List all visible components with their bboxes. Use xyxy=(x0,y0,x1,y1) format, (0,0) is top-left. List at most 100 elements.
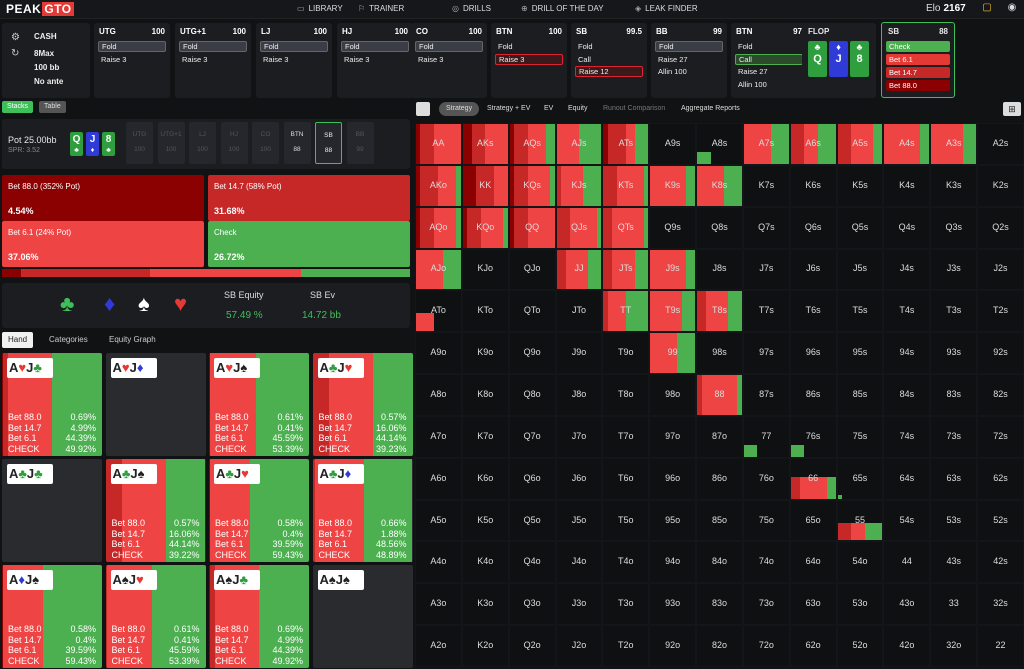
user-icon[interactable]: ◉ xyxy=(1007,2,1017,13)
range-cell[interactable]: T7o xyxy=(602,415,650,458)
range-cell[interactable]: 44 xyxy=(883,541,931,584)
range-cell[interactable]: A4o xyxy=(415,541,462,584)
range-cell[interactable]: Q5o xyxy=(508,499,556,542)
range-cell[interactable]: 54o xyxy=(836,541,884,584)
range-cell[interactable]: K6o xyxy=(461,457,509,500)
range-cell[interactable]: T6o xyxy=(602,457,650,500)
range-cell[interactable]: T4o xyxy=(602,541,650,584)
range-cell[interactable]: 53s xyxy=(930,499,978,542)
range-cell[interactable]: QTs xyxy=(602,206,650,249)
range-cell[interactable]: 65s xyxy=(836,457,884,500)
tab-equity-graph[interactable]: Equity Graph xyxy=(109,335,156,344)
range-cell[interactable]: AQs xyxy=(508,123,556,165)
range-cell[interactable]: 96s xyxy=(789,332,837,375)
range-cell[interactable]: A2o xyxy=(415,625,462,667)
range-cell[interactable]: K3s xyxy=(930,164,978,207)
range-cell[interactable]: 63s xyxy=(930,457,978,500)
range-cell[interactable]: JTo xyxy=(555,290,603,333)
range-cell[interactable]: 83s xyxy=(930,374,978,416)
hand-combo[interactable]: A♥J♣ Bet 88.0 0.69% Bet 14.7 4.99% Bet 6.1 44.… xyxy=(2,353,102,456)
range-cell[interactable]: 55 xyxy=(836,499,884,542)
action-item[interactable]: Raise 3 xyxy=(418,54,444,64)
tab-categories[interactable]: Categories xyxy=(49,335,88,344)
gamepad-icon[interactable]: ⊞ xyxy=(1003,102,1021,116)
range-cell[interactable]: 42s xyxy=(977,541,1024,584)
strategy-bet-6-1[interactable]: Bet 6.1 (24% Pot) 37.06% xyxy=(2,221,204,267)
action-item[interactable]: Raise 27 xyxy=(658,54,688,64)
position-utg-plus-1[interactable]: 100 UTG+1 Fold Raise 3 xyxy=(175,23,251,98)
range-cell[interactable]: A2s xyxy=(977,123,1024,165)
range-cell[interactable]: Q6s xyxy=(789,206,837,249)
refresh-icon[interactable]: ↻ xyxy=(11,48,20,59)
range-cell[interactable]: TT xyxy=(602,290,650,333)
action-item[interactable]: Raise 3 xyxy=(344,54,370,64)
layout-icon[interactable] xyxy=(416,102,430,116)
range-cell[interactable]: J8o xyxy=(555,374,603,416)
range-cell[interactable]: A8o xyxy=(415,374,462,416)
range-cell[interactable]: A5s xyxy=(836,123,884,165)
tab-equity[interactable]: Equity xyxy=(568,105,588,112)
hand-combo[interactable]: A♣J♥ Bet 88.0 0.57% Bet 14.7 16.06% Bet 6.1 44… xyxy=(312,353,413,456)
range-cell[interactable]: K8s xyxy=(696,164,743,207)
range-cell[interactable]: 54s xyxy=(883,499,931,542)
range-cell[interactable]: T5o xyxy=(602,499,650,542)
range-cell[interactable]: A4s xyxy=(883,123,931,165)
range-cell[interactable]: T8s xyxy=(696,290,743,333)
range-cell[interactable]: 75o xyxy=(742,499,790,542)
range-cell[interactable]: 64s xyxy=(883,457,931,500)
range-cell[interactable]: 82s xyxy=(977,374,1024,416)
range-cell[interactable]: 94s xyxy=(883,332,931,375)
action-item[interactable]: Call xyxy=(578,54,591,64)
range-cell[interactable]: 74o xyxy=(742,541,790,584)
active-position-sb[interactable]: SB 88 Check Bet 6.1 Bet 14.7 Bet 88.0 xyxy=(881,22,955,98)
range-cell[interactable]: AA xyxy=(415,123,462,165)
club-icon[interactable]: ♣ xyxy=(60,291,75,316)
range-cell[interactable]: 83o xyxy=(696,583,743,626)
seat-hj[interactable]: HJ 100 xyxy=(220,122,248,164)
range-cell[interactable]: 43o xyxy=(883,583,931,626)
nav-drills[interactable]: ◎ DRILLS xyxy=(452,4,491,13)
range-cell[interactable]: K4o xyxy=(461,541,509,584)
hand-combo[interactable]: A♥J♦ xyxy=(105,353,206,456)
range-cell[interactable]: AQo xyxy=(415,206,462,249)
position-hj[interactable]: 100 HJ Fold Raise 3 xyxy=(337,23,413,98)
action-item[interactable]: Raise 3 xyxy=(101,54,127,64)
range-cell[interactable]: Q2s xyxy=(977,206,1024,249)
range-cell[interactable]: 74s xyxy=(883,415,931,458)
range-cell[interactable]: A7s xyxy=(742,123,790,165)
hand-combo[interactable]: A♣J♠ Bet 88.0 0.57% Bet 14.7 16.06% Bet 6.1 44… xyxy=(105,459,206,562)
nav-trainer[interactable]: ⚐ TRAINER xyxy=(358,4,404,13)
range-cell[interactable]: 66 xyxy=(789,457,837,500)
action-item[interactable]: Fold xyxy=(415,41,483,52)
action-bet-14-7[interactable]: Bet 14.7 xyxy=(886,67,950,78)
range-cell[interactable]: K7s xyxy=(742,164,790,207)
tab-ev[interactable]: EV xyxy=(544,105,554,112)
spade-icon[interactable]: ♠ xyxy=(138,291,150,316)
range-cell[interactable]: KQo xyxy=(461,206,509,249)
strategy-check[interactable]: Check 26.72% xyxy=(208,221,410,267)
range-cell[interactable]: KTs xyxy=(602,164,650,207)
action-item[interactable]: Fold xyxy=(260,41,328,52)
range-cell[interactable]: K9s xyxy=(649,164,697,207)
range-cell[interactable]: J9o xyxy=(555,332,603,375)
action-item[interactable]: Allin 100 xyxy=(658,67,687,76)
range-cell[interactable]: 86s xyxy=(789,374,837,416)
table-toggle[interactable]: Table xyxy=(39,101,66,113)
position-bb[interactable]: 99 BB Fold Raise 27 Allin 100 xyxy=(651,23,727,98)
range-cell[interactable]: T2o xyxy=(602,625,650,667)
range-cell[interactable]: T6s xyxy=(789,290,837,333)
range-cell[interactable]: 88 xyxy=(696,374,743,416)
range-cell[interactable]: Q4s xyxy=(883,206,931,249)
range-cell[interactable]: QTo xyxy=(508,290,556,333)
range-cell[interactable]: 53o xyxy=(836,583,884,626)
action-item[interactable]: Fold xyxy=(578,42,593,51)
action-bet-88[interactable]: Bet 88.0 xyxy=(886,80,950,91)
range-cell[interactable]: T9s xyxy=(649,290,697,333)
position-utg[interactable]: 100 UTG Fold Raise 3 xyxy=(94,23,170,98)
range-cell[interactable]: 64o xyxy=(789,541,837,584)
range-cell[interactable]: 98s xyxy=(696,332,743,375)
seat-bb[interactable]: BB 99 xyxy=(346,122,374,164)
range-cell[interactable]: 96o xyxy=(649,457,697,500)
seat-sb[interactable]: SB 88 xyxy=(315,122,342,164)
range-cell[interactable]: AJo xyxy=(415,248,462,291)
